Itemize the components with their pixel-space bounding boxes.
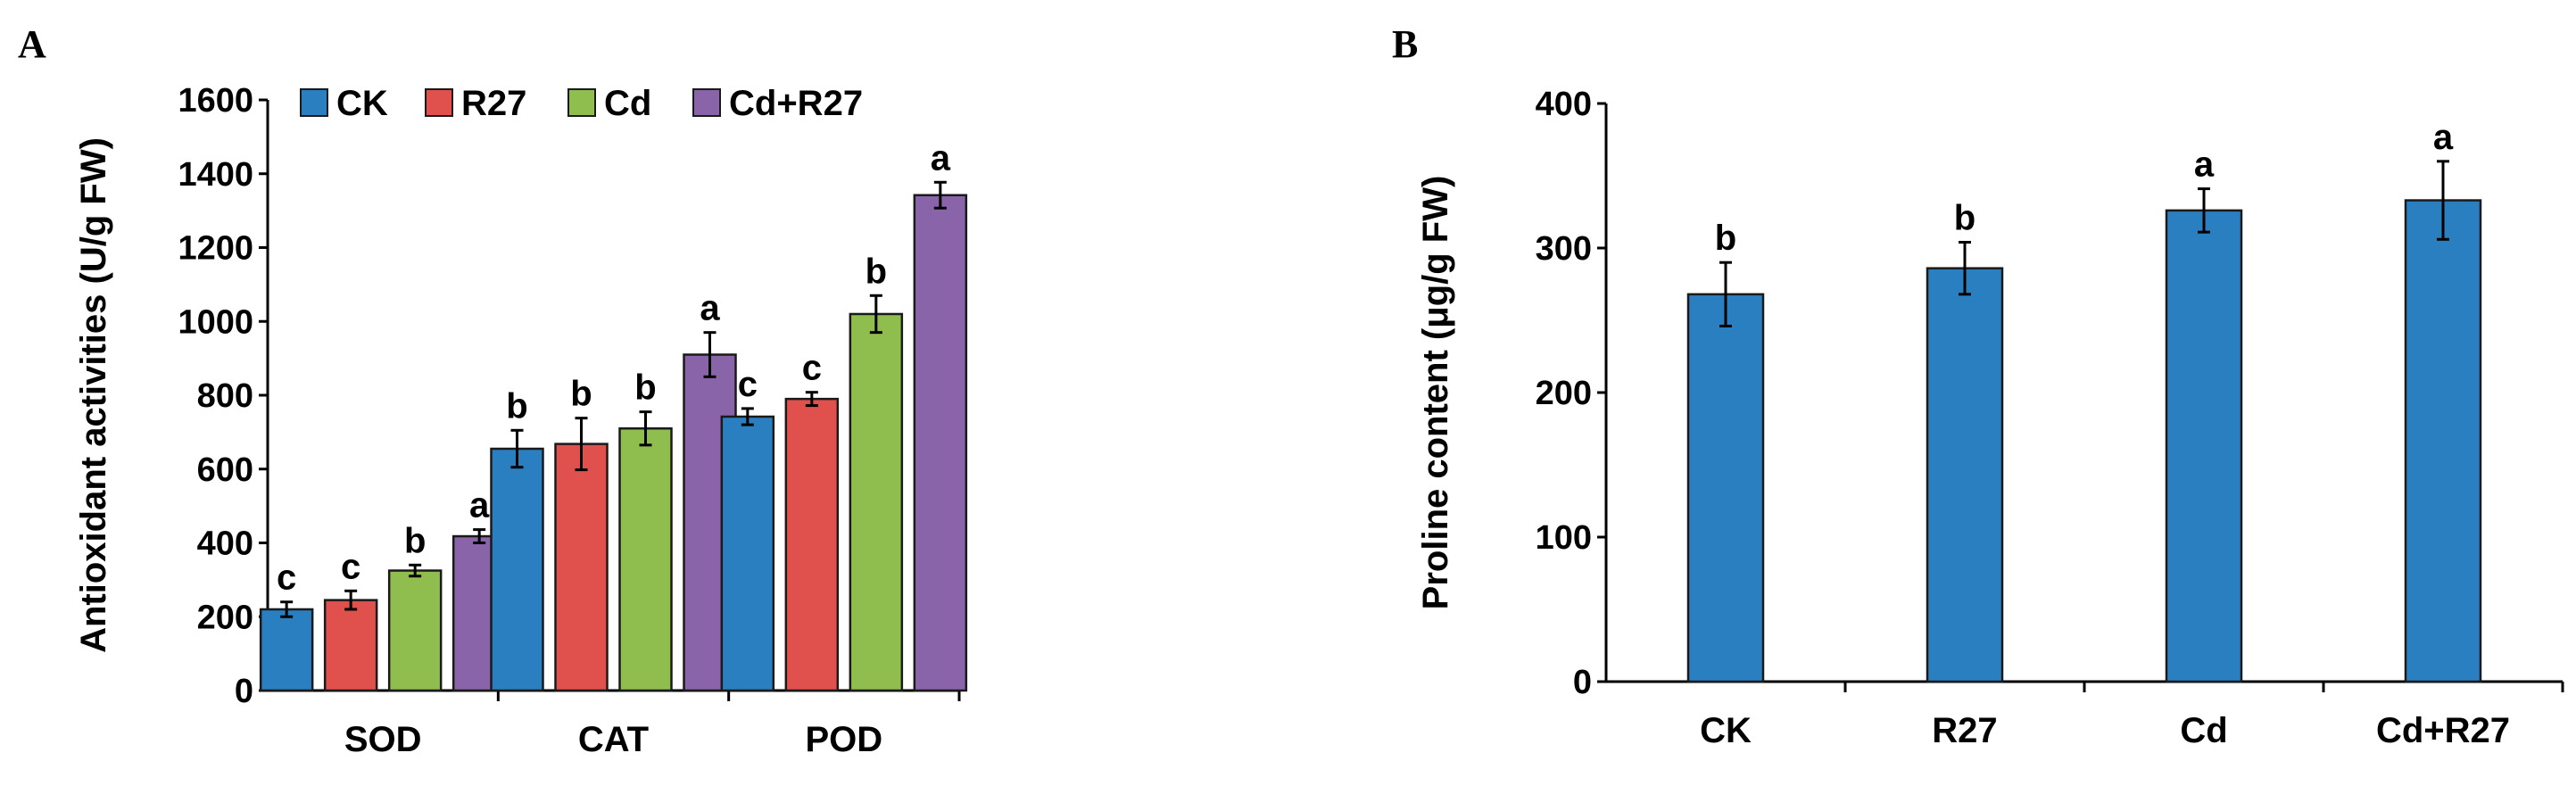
panel-a-bar-cd-pod	[849, 312, 904, 692]
panel-a-y-axis-title: Antioxidant activities (U/g FW)	[74, 137, 113, 653]
panel-a-y-tick-label: 1600	[178, 82, 253, 120]
panel-a-bar-r27-pod	[784, 397, 840, 692]
panel-a-bar-cd-sod	[387, 569, 443, 692]
panel-b-y-tick-label: 100	[1536, 519, 1592, 557]
panel-b-y-tick-label: 200	[1536, 375, 1592, 412]
panel-a-significance-letter: b	[506, 386, 527, 426]
panel-b-plot: 0 100 200 300 400 b CK b R27 a Cd a Cd+R27	[1536, 86, 2564, 750]
panel-b-y-tick-label: 0	[1573, 664, 1592, 701]
panel-a-y-tick-label: 200	[197, 599, 253, 636]
panel-b-significance-letter: a	[2194, 145, 2215, 185]
panel-b-x-tick-label: Cd+R27	[2376, 711, 2510, 750]
legend-swatch-r27	[425, 88, 453, 117]
panel-a-x-tick-label: POD	[805, 720, 882, 759]
panel-b-x-tick-label: Cd	[2180, 711, 2227, 750]
panel-b-significance-letter: b	[1715, 219, 1736, 258]
panel-a-letter: A	[18, 22, 46, 66]
panel-b-bar-cd	[2165, 209, 2243, 683]
panel-a-x-tick-label: CAT	[578, 720, 649, 759]
panel-a-bar-cd-r27-pod	[913, 194, 968, 692]
panel-a-x-tick-label: SOD	[344, 720, 422, 759]
panel-b: B 0 100 200 300 400 b CK b R27 a Cd a Cd+R27 Proline…	[1392, 22, 2564, 750]
panel-b-y-axis-title: Proline content (μg/g FW)	[1416, 176, 1455, 610]
panel-b-y-tick-label: 400	[1536, 86, 1592, 123]
panel-a-significance-letter: a	[469, 486, 490, 525]
panel-a-significance-letter: c	[341, 547, 360, 586]
panel-a-significance-letter: a	[931, 138, 951, 178]
panel-a-significance-letter: c	[802, 349, 822, 388]
panel-a-y-tick-label: 1400	[178, 156, 253, 194]
panel-b-significance-letter: b	[1954, 199, 1975, 238]
panel-a-plot: 0 200 400 600 800 1000 1200 1400 1600 SOD c c b a CAT b…	[178, 82, 968, 759]
panel-a-significance-letter: c	[738, 365, 758, 404]
panel-a: A 0 200 400 600 800 1000 1200 1400 1600 SOD c c b a CA…	[18, 22, 968, 759]
legend-swatch-cd	[567, 88, 596, 117]
legend-label: Cd	[604, 84, 651, 123]
panel-b-significance-letter: a	[2433, 118, 2454, 157]
panel-b-x-tick-label: R27	[1932, 711, 1997, 750]
panel-a-y-tick-label: 0	[235, 673, 253, 710]
panel-a-bar-ck-pod	[720, 415, 775, 692]
panel-a-bar-cd-cat	[618, 426, 673, 692]
panel-a-bar-r27-cat	[554, 443, 609, 692]
panel-a-significance-letter: b	[634, 368, 656, 408]
panel-a-significance-letter: a	[700, 289, 720, 328]
panel-b-bar-r27	[1926, 267, 2004, 683]
panel-a-bar-r27-sod	[323, 599, 378, 692]
legend-label: R27	[461, 84, 526, 123]
panel-a-significance-letter: b	[570, 375, 592, 414]
panel-a-bar-ck-sod	[259, 608, 314, 692]
panel-a-y-tick-label: 1200	[178, 230, 253, 268]
legend-label: CK	[336, 84, 388, 123]
panel-a-y-tick-label: 800	[197, 377, 253, 415]
panel-b-x-tick-label: CK	[1700, 711, 1752, 750]
legend-swatch-ck	[300, 88, 328, 117]
panel-a-significance-letter: c	[277, 558, 296, 598]
panel-b-letter: B	[1392, 22, 1418, 66]
panel-a-y-tick-label: 600	[197, 451, 253, 489]
legend-label: Cd+R27	[729, 84, 863, 123]
panel-a-bar-ck-cat	[490, 447, 544, 692]
panel-b-bar-ck	[1686, 293, 1765, 683]
panel-b-bar-cd-r27	[2404, 199, 2482, 683]
panel-a-legend: CK R27 Cd Cd+R27	[300, 84, 863, 123]
legend-swatch-cd-r27	[692, 88, 721, 117]
panel-a-y-tick-label: 1000	[178, 303, 253, 341]
panel-a-significance-letter: b	[404, 521, 426, 560]
panel-a-y-tick-label: 400	[197, 525, 253, 563]
panel-b-y-tick-label: 300	[1536, 230, 1592, 268]
panel-a-significance-letter: b	[866, 252, 887, 291]
